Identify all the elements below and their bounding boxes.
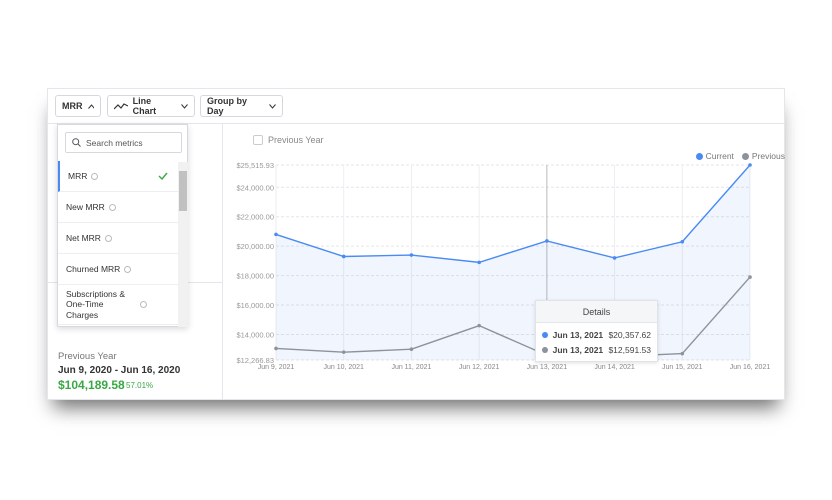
legend: Current Previous bbox=[695, 151, 785, 161]
metric-option[interactable]: Churned MRR bbox=[58, 254, 178, 285]
line bbox=[275, 276, 751, 358]
y-tick-label: $18,000.00 bbox=[236, 272, 274, 281]
summary-value: $104,189.58 bbox=[58, 378, 125, 392]
info-icon bbox=[140, 301, 147, 308]
chevron-down bbox=[181, 103, 188, 109]
panel-divider bbox=[222, 124, 223, 400]
chart-type-button[interactable]: Line Chart bbox=[107, 95, 195, 117]
point bbox=[748, 275, 752, 279]
y-tick-label: $25,515.93 bbox=[236, 161, 274, 170]
info-icon bbox=[104, 234, 112, 242]
option-label: New MRR bbox=[66, 202, 105, 212]
chevron-down bbox=[269, 103, 276, 109]
option-label: Churned MRR bbox=[66, 264, 121, 274]
tooltip-date: Jun 13, 2021 bbox=[552, 329, 604, 340]
option-label: Net MRR bbox=[66, 233, 101, 243]
tooltip-row: Jun 13, 2021 $12,591.53 bbox=[536, 342, 657, 357]
x-tick-label: Jun 9, 2021 bbox=[258, 364, 295, 371]
summary-label: Previous Year bbox=[58, 351, 117, 362]
compare-label: Previous Year bbox=[268, 135, 324, 145]
point bbox=[341, 350, 346, 354]
y-tick-label: $22,000.00 bbox=[236, 213, 274, 222]
x-tick-label: Jun 15, 2021 bbox=[662, 364, 703, 371]
legend-item: Previous bbox=[741, 151, 785, 161]
y-tick-label: $14,000.00 bbox=[236, 330, 274, 339]
point bbox=[545, 239, 549, 243]
point bbox=[477, 323, 481, 328]
tooltip-title: Details bbox=[536, 301, 657, 323]
metric-option[interactable]: Net MRR bbox=[58, 223, 178, 254]
search-box[interactable]: Search metrics bbox=[65, 132, 182, 153]
checkbox[interactable] bbox=[253, 135, 263, 145]
legend-item: Current bbox=[695, 151, 734, 161]
legend-swatch bbox=[741, 152, 749, 160]
x-tick-label: Jun 14, 2021 bbox=[594, 364, 635, 371]
info-icon bbox=[91, 172, 99, 180]
summary-range: Jun 9, 2020 - Jun 16, 2020 bbox=[58, 365, 181, 376]
area bbox=[276, 165, 750, 360]
point bbox=[274, 346, 278, 351]
chart-type-label: Line Chart bbox=[132, 96, 157, 116]
y-tick-label: $24,000.00 bbox=[236, 183, 274, 192]
search-icon bbox=[72, 138, 81, 147]
tooltip-value: $12,591.53 bbox=[608, 344, 651, 355]
group-label: Group by Day bbox=[207, 96, 247, 116]
scroll-thumb[interactable] bbox=[179, 171, 187, 211]
check-icon bbox=[158, 172, 168, 180]
search-placeholder: Search metrics bbox=[86, 137, 143, 148]
x-tick-label: Jun 13, 2021 bbox=[527, 364, 568, 371]
group-button[interactable]: Group by Day bbox=[200, 95, 283, 117]
x-tick-label: Jun 12, 2021 bbox=[459, 364, 500, 371]
point bbox=[409, 253, 414, 257]
y-tick-label: $16,000.00 bbox=[236, 301, 274, 310]
point bbox=[680, 351, 685, 356]
tooltip-value: $20,357.62 bbox=[608, 329, 651, 340]
tooltip-dot bbox=[542, 331, 548, 338]
option-label: MRR bbox=[68, 171, 88, 181]
legend-swatch bbox=[695, 152, 703, 160]
compare-toggle[interactable]: Previous Year bbox=[253, 135, 324, 145]
metric-option[interactable]: Subscriptions & One-Time Charges bbox=[58, 285, 178, 325]
point bbox=[748, 163, 752, 167]
x-tick-label: Jun 16, 2021 bbox=[730, 364, 771, 371]
summary-change: ↑ 57.01% bbox=[121, 381, 153, 390]
line-icon bbox=[114, 103, 128, 110]
point bbox=[409, 347, 414, 352]
change-value: 57.01% bbox=[126, 381, 154, 390]
toolbar-divider bbox=[47, 123, 785, 124]
x-tick-label: Jun 10, 2021 bbox=[323, 364, 364, 371]
point bbox=[274, 232, 278, 237]
info-icon bbox=[124, 265, 132, 273]
metric-dropdown: Search metrics MRR New MRR Net MRR Churned … bbox=[57, 124, 188, 327]
point bbox=[612, 256, 617, 260]
y-tick-label: $12,266.83 bbox=[236, 356, 274, 365]
info-icon bbox=[108, 203, 116, 211]
metric-option[interactable]: New MRR bbox=[58, 192, 178, 223]
y-tick-label: $20,000.00 bbox=[236, 242, 274, 251]
point bbox=[341, 254, 346, 259]
scrollbar[interactable] bbox=[178, 162, 188, 327]
option-label: Subscriptions & One-Time Charges bbox=[66, 288, 126, 320]
tooltip-row: Jun 13, 2021 $20,357.62 bbox=[536, 327, 657, 342]
legend-label: Previous bbox=[751, 151, 785, 161]
point bbox=[680, 239, 685, 244]
line bbox=[275, 164, 751, 264]
metric-button[interactable]: MRR bbox=[55, 95, 101, 117]
legend-label: Current bbox=[705, 151, 734, 161]
point bbox=[477, 260, 481, 265]
tooltip-dot bbox=[542, 346, 548, 353]
metric-label: MRR bbox=[62, 101, 83, 111]
up-arrow: ↑ bbox=[121, 381, 125, 390]
x-tick-label: Jun 11, 2021 bbox=[391, 364, 431, 371]
tooltip: Details Jun 13, 2021 $20,357.62 Jun 13, 202… bbox=[535, 300, 658, 362]
chevron-up bbox=[87, 103, 94, 109]
metric-option[interactable]: MRR bbox=[58, 161, 178, 192]
tooltip-date: Jun 13, 2021 bbox=[552, 344, 604, 355]
